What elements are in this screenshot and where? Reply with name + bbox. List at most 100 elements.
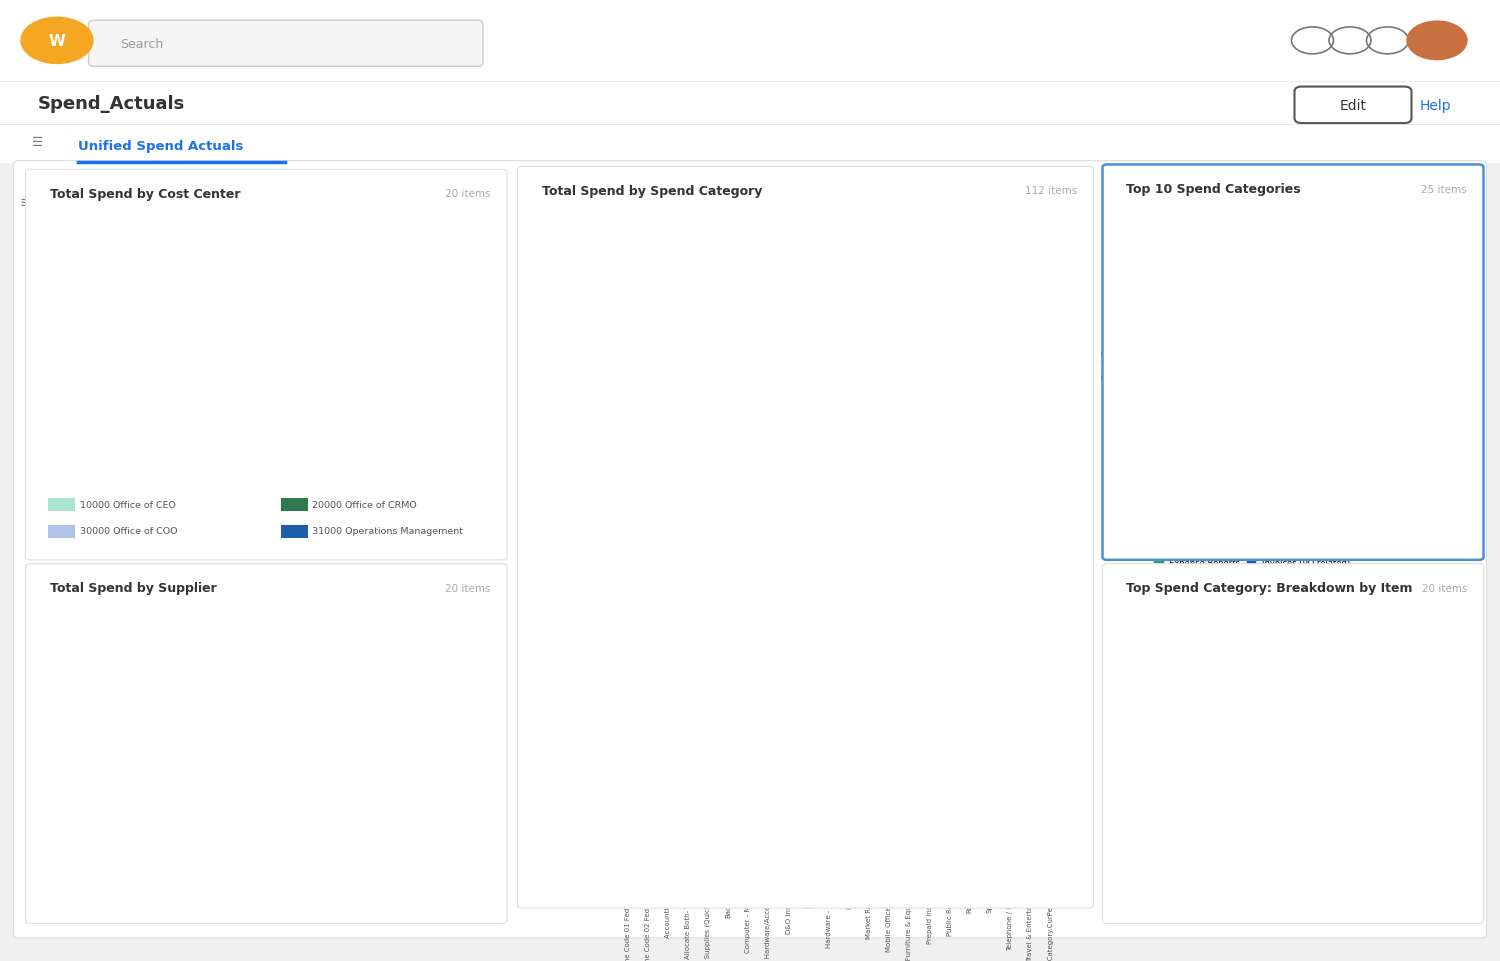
Text: 30000 Office of COO: 30000 Office of COO — [80, 527, 177, 536]
Point — [1007, 804, 1031, 820]
Text: Laptops: Laptops — [846, 880, 852, 907]
Text: 20 items: 20 items — [446, 583, 491, 593]
Text: Top 10 Spend Categories: Top 10 Spend Categories — [1126, 183, 1300, 196]
Bar — [1348, 429, 1366, 442]
Text: 20 items: 20 items — [1422, 583, 1467, 593]
Bar — [1206, 408, 1224, 442]
Text: Travel & Entertainment: Travel & Entertainment — [1028, 880, 1033, 961]
Text: Total Spend by Supplier: Total Spend by Supplier — [50, 581, 216, 595]
Wedge shape — [1192, 652, 1252, 704]
Wedge shape — [1143, 640, 1443, 877]
Point — [966, 815, 990, 830]
Text: D&O Insurance: D&O Insurance — [786, 880, 792, 933]
Text: Telephone / Internet: Telephone / Internet — [1007, 880, 1013, 950]
Text: Market Research: Market Research — [865, 880, 871, 938]
Point — [924, 795, 948, 810]
Text: Accounting Fees: Accounting Fees — [664, 880, 670, 937]
Bar — [1263, 422, 1281, 442]
Point — [868, 788, 892, 803]
Wedge shape — [246, 641, 254, 686]
Text: Total Amount: Total Amount — [1258, 779, 1328, 789]
Text: 1,549,480: 1,549,480 — [336, 728, 380, 738]
Text: Total Spend by Spend Category: Total Spend by Spend Category — [542, 185, 762, 198]
FancyBboxPatch shape — [13, 161, 1486, 938]
Point — [815, 775, 839, 790]
Legend: Ad Hoc Payment, Expense Reports, Invoices (non-PO related), Invoices (PO related: Ad Hoc Payment, Expense Reports, Invoice… — [1150, 542, 1372, 571]
Text: 225,012.34: 225,012.34 — [1344, 692, 1392, 702]
Point — [884, 815, 908, 830]
Point — [897, 790, 921, 805]
Wedge shape — [110, 261, 267, 331]
Point — [717, 811, 741, 826]
FancyBboxPatch shape — [1294, 87, 1412, 124]
Point — [855, 815, 879, 830]
Wedge shape — [1266, 640, 1293, 687]
Wedge shape — [106, 308, 168, 333]
Text: 4,840,895.92: 4,840,895.92 — [54, 311, 112, 320]
Text: 700.48: 700.48 — [1306, 633, 1336, 642]
Text: Office Furniture & Equipment: Office Furniture & Equipment — [906, 880, 912, 961]
Text: 3,763,250: 3,763,250 — [314, 861, 356, 871]
Bar — [1234, 416, 1252, 442]
Text: 6,112,538.21: 6,112,538.21 — [1242, 746, 1344, 760]
Wedge shape — [106, 307, 170, 333]
Point — [663, 719, 687, 734]
Text: Public Relations: Public Relations — [946, 880, 952, 935]
Wedge shape — [246, 640, 267, 686]
Text: ≡: ≡ — [20, 194, 32, 209]
Point — [704, 738, 728, 753]
Wedge shape — [246, 641, 254, 686]
Text: 910,100: 910,100 — [350, 670, 384, 678]
Text: 59,466,147.29: 59,466,147.29 — [200, 356, 333, 374]
Text: Total Amount: Total Amount — [232, 388, 300, 398]
Text: W: W — [48, 34, 66, 49]
Text: Royalties: Royalties — [968, 880, 974, 912]
Text: Hardware - Servers: Hardware - Servers — [827, 880, 833, 948]
Point — [1035, 807, 1059, 823]
Text: 25 items: 25 items — [1422, 185, 1467, 194]
Text: 44,560,160.59: 44,560,160.59 — [370, 445, 436, 454]
Text: Prepaid Insurance: Prepaid Insurance — [927, 880, 933, 943]
Wedge shape — [74, 261, 459, 479]
Bar — [1377, 430, 1395, 442]
Text: 324,000: 324,000 — [98, 636, 132, 645]
Point — [980, 801, 1004, 817]
FancyBboxPatch shape — [0, 125, 1500, 163]
Point — [842, 781, 866, 797]
Text: 999: 999 — [1350, 650, 1365, 659]
Text: 112 items: 112 items — [1024, 186, 1077, 196]
Wedge shape — [74, 685, 172, 819]
Text: Backpacks: Backpacks — [724, 880, 730, 918]
Wedge shape — [246, 641, 254, 686]
Text: 9,260,164.32: 9,260,164.32 — [64, 845, 120, 853]
Text: 247,863: 247,863 — [1344, 715, 1378, 724]
Text: 629,115.39: 629,115.39 — [140, 276, 192, 285]
Text: 20 items: 20 items — [446, 189, 491, 199]
Text: 232,983.92: 232,983.92 — [296, 250, 346, 259]
Wedge shape — [1228, 643, 1276, 693]
Circle shape — [21, 18, 93, 64]
Text: 180,221.43: 180,221.43 — [186, 264, 237, 273]
Wedge shape — [192, 641, 254, 691]
Text: Unified Spend Actuals: Unified Spend Actuals — [78, 139, 243, 153]
Circle shape — [1407, 22, 1467, 61]
FancyBboxPatch shape — [0, 82, 1500, 125]
Text: Edit: Edit — [1340, 99, 1366, 112]
Text: 340: 340 — [322, 703, 338, 712]
X-axis label: Spend Category: Spend Category — [1270, 496, 1359, 505]
Point — [786, 768, 810, 783]
Text: 21,514,597.34: 21,514,597.34 — [210, 746, 322, 760]
Y-axis label: SUM(Extended Amount): SUM(Extended Amount) — [548, 452, 556, 576]
Text: 4,793,456.42: 4,793,456.42 — [1130, 845, 1185, 853]
Point — [690, 810, 714, 825]
Bar — [1432, 431, 1452, 442]
Text: 1042-S Income Code 01 Fed Witho..: 1042-S Income Code 01 Fed Witho.. — [624, 880, 630, 961]
Text: ☰: ☰ — [32, 136, 44, 149]
Bar — [1292, 423, 1310, 442]
Point — [676, 811, 700, 826]
Bar — [1320, 427, 1338, 442]
Text: Computer - Monitors: Computer - Monitors — [746, 880, 752, 951]
Text: Mobile Office Assets: Mobile Office Assets — [886, 880, 892, 950]
Wedge shape — [246, 641, 254, 686]
Text: Top Spend Category: Breakdown by Item: Top Spend Category: Breakdown by Item — [1126, 581, 1413, 595]
